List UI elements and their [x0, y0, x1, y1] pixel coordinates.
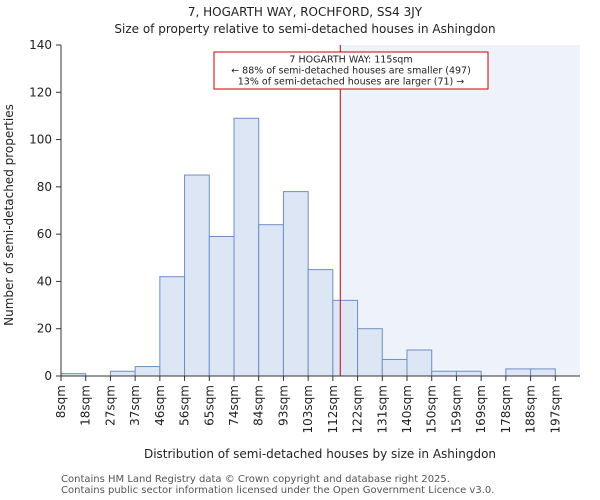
annotation-line: ← 88% of semi-detached houses are smalle… — [231, 66, 471, 77]
x-tick-label: 169sqm — [474, 385, 488, 433]
bar — [134, 366, 161, 377]
bar — [233, 117, 260, 377]
bar — [184, 174, 210, 377]
x-tick-label: 140sqm — [400, 385, 414, 433]
bar — [307, 269, 334, 377]
bar — [431, 370, 457, 377]
x-tick-label: 56sqm — [178, 385, 192, 426]
bars — [60, 117, 556, 377]
bar — [332, 299, 359, 377]
x-tick-label: 18sqm — [79, 385, 93, 426]
y-tick-label: 20 — [37, 322, 52, 336]
x-axis-label: Distribution of semi-detached houses by … — [144, 447, 496, 461]
x-tick-label: 188sqm — [524, 385, 538, 433]
bar — [258, 224, 284, 377]
footer-line-1: Contains HM Land Registry data © Crown c… — [61, 474, 450, 485]
bar — [381, 358, 408, 377]
x-tick-label: 74sqm — [227, 385, 241, 426]
y-tick-label: 140 — [29, 38, 52, 52]
bar — [455, 370, 482, 377]
footer-line-2: Contains public sector information licen… — [61, 485, 495, 496]
x-tick-label: 103sqm — [301, 385, 315, 433]
chart-title: 7, HOGARTH WAY, ROCHFORD, SS4 3JY — [188, 5, 423, 19]
annotation-line: 7 HOGARTH WAY: 115sqm — [289, 55, 412, 66]
annotation-box: 7 HOGARTH WAY: 115sqm ← 88% of semi-deta… — [213, 51, 489, 90]
y-tick-label: 100 — [29, 133, 52, 147]
x-tick-label: 84sqm — [252, 385, 266, 426]
x-tick-label: 27sqm — [103, 385, 117, 426]
y-tick-label: 60 — [37, 227, 52, 241]
annotation-line: 13% of semi-detached houses are larger (… — [238, 77, 465, 88]
bar — [505, 368, 532, 377]
bar — [357, 328, 383, 377]
highlight-region — [340, 45, 580, 376]
x-tick-label: 65sqm — [202, 385, 216, 426]
y-tick-label: 40 — [37, 274, 52, 288]
x-tick-label: 8sqm — [54, 385, 68, 418]
x-axis: 8sqm 18sqm 27sqm 37sqm 46sqm 56sqm 65sqm 74sqm 8… — [54, 375, 580, 433]
x-tick-label: 178sqm — [499, 385, 513, 433]
y-tick-label: 0 — [44, 369, 52, 383]
x-tick-label: 37sqm — [128, 385, 142, 426]
x-tick-label: 122sqm — [351, 385, 365, 433]
y-tick-label: 80 — [37, 180, 52, 194]
bar — [530, 368, 556, 377]
y-axis-label: Number of semi-detached properties — [2, 104, 16, 326]
bar — [109, 370, 136, 377]
bar — [282, 191, 309, 377]
x-tick-label: 197sqm — [548, 385, 562, 433]
y-axis: 0 20 40 60 80 100 120 140 — [29, 38, 62, 383]
x-tick-label: 159sqm — [449, 385, 463, 433]
bar — [208, 236, 235, 377]
chart-subtitle: Size of property relative to semi-detach… — [114, 22, 495, 36]
x-tick-label: 46sqm — [153, 385, 167, 426]
x-tick-label: 112sqm — [326, 385, 340, 433]
bar — [159, 276, 186, 377]
x-tick-label: 150sqm — [425, 385, 439, 433]
x-tick-label: 93sqm — [276, 385, 290, 426]
y-tick-label: 120 — [29, 85, 52, 99]
bar — [406, 349, 433, 377]
x-tick-label: 131sqm — [375, 385, 389, 433]
